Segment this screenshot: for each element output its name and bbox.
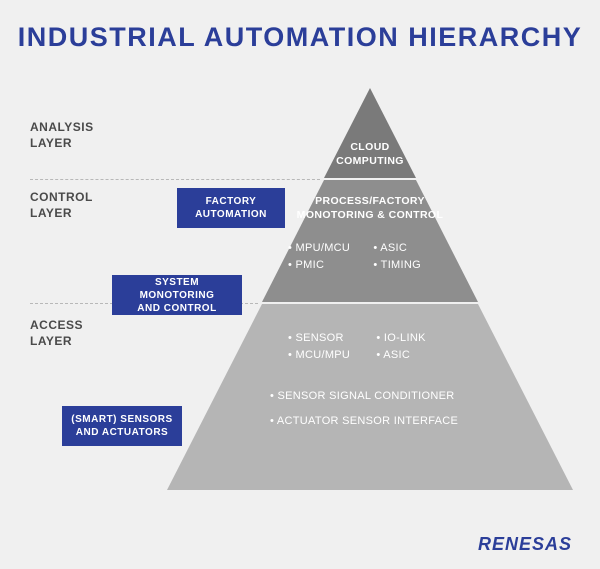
layer-label-access: ACCESS LAYER [30, 318, 83, 349]
layer-label-control: CONTROL LAYER [30, 190, 93, 221]
bullet-text: TIMING [381, 259, 421, 271]
layer-label-text: LAYER [30, 136, 72, 150]
callout-text: FACTORY AUTOMATION [195, 195, 267, 221]
bullet-text: MPU/MCU [296, 242, 351, 254]
layer-label-text: ANALYSIS [30, 120, 94, 134]
divider-top [30, 179, 320, 180]
page-title: INDUSTRIAL AUTOMATION HIERARCHY [0, 0, 600, 53]
pyramid-mid-bullets: • MPU/MCU • ASIC • PMIC • TIMING [288, 240, 443, 274]
pyramid-mid-label: PROCESS/FACTORY MONOTORING & CONTROL [290, 194, 450, 222]
layer-label-text: CONTROL [30, 190, 93, 204]
layer-label-text: ACCESS [30, 318, 83, 332]
bullet-text: ASIC [380, 242, 407, 254]
callout-system-monitoring: SYSTEM MONOTORING AND CONTROL [112, 275, 242, 315]
diagram-canvas: ANALYSIS LAYER CONTROL LAYER ACCESS LAYE… [0, 80, 600, 530]
brand-logo: RENESAS [478, 534, 572, 555]
bullet-text: SENSOR SIGNAL CONDITIONER [278, 390, 455, 402]
layer-label-analysis: ANALYSIS LAYER [30, 120, 94, 151]
bullet-text: ACTUATOR SENSOR INTERFACE [277, 415, 458, 427]
callout-text: (SMART) SENSORS AND ACTUATORS [71, 413, 172, 439]
pyramid-bot-bullets-wide: • SENSOR SIGNAL CONDITIONER • ACTUATOR S… [270, 388, 458, 430]
pyramid-label-text: PROCESS/FACTORY MONOTORING & CONTROL [297, 195, 444, 221]
bullet-text: SENSOR [296, 332, 344, 344]
callout-text: SYSTEM MONOTORING AND CONTROL [116, 276, 238, 315]
bullet-text: MCU/MPU [296, 349, 351, 361]
pyramid-bot-bullets-grid: • SENSOR • IO-LINK • MCU/MPU • ASIC [288, 330, 446, 364]
callout-smart-sensors: (SMART) SENSORS AND ACTUATORS [62, 406, 182, 446]
bullet-text: ASIC [383, 349, 410, 361]
pyramid-top-label: CLOUD COMPUTING [320, 140, 420, 168]
pyramid-label-text: CLOUD COMPUTING [336, 141, 404, 167]
layer-label-text: LAYER [30, 334, 72, 348]
layer-label-text: LAYER [30, 206, 72, 220]
callout-factory-automation: FACTORY AUTOMATION [177, 188, 285, 228]
bullet-text: IO-LINK [384, 332, 426, 344]
bullet-text: PMIC [296, 259, 325, 271]
